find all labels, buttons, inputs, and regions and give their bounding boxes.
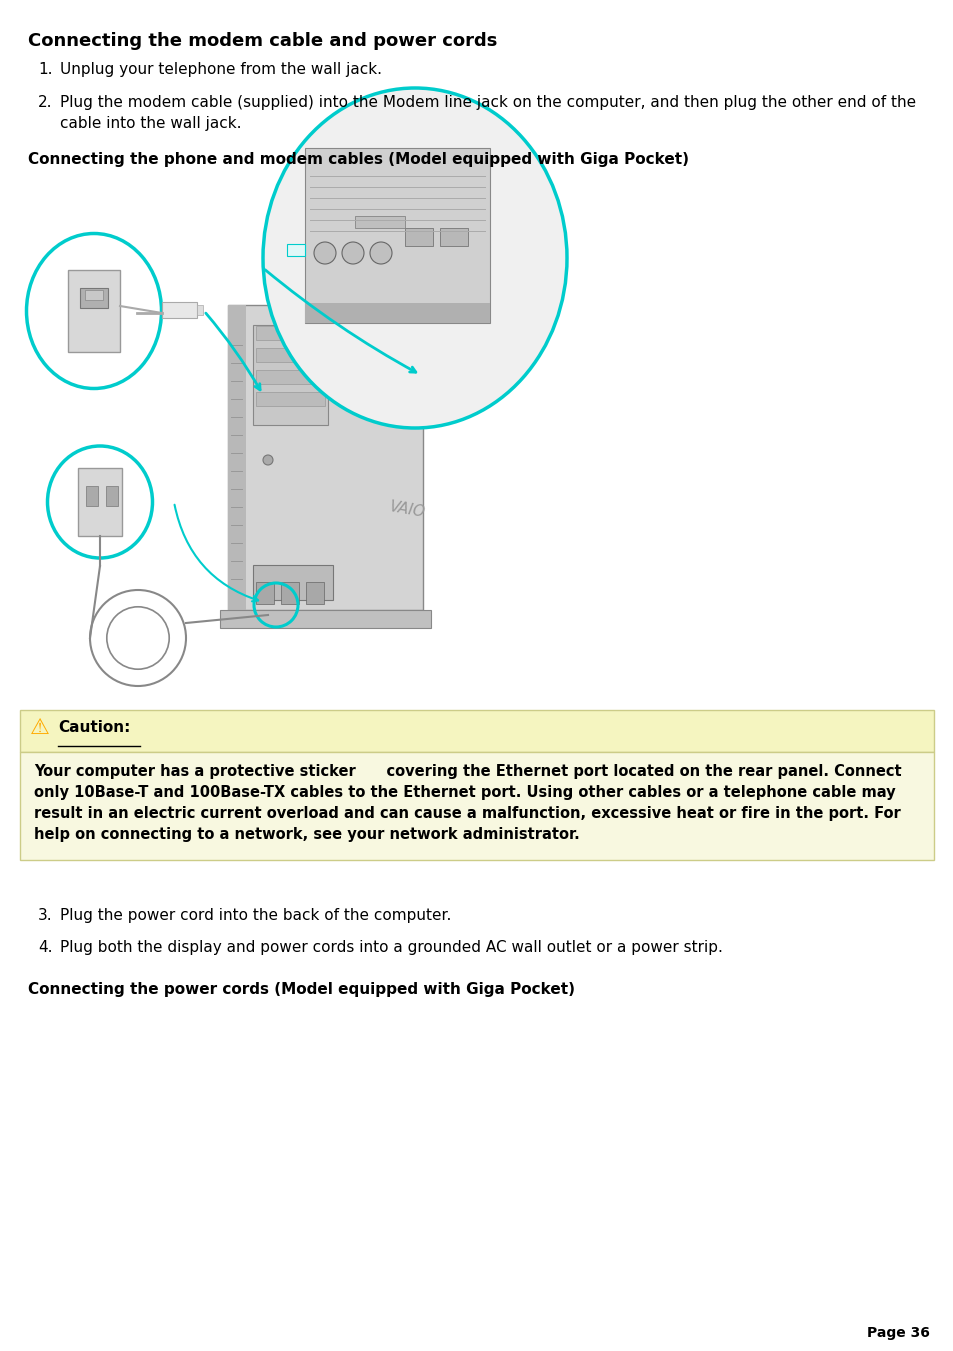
FancyBboxPatch shape [20,753,933,861]
FancyBboxPatch shape [255,326,325,340]
FancyBboxPatch shape [355,216,405,228]
FancyBboxPatch shape [255,370,325,384]
Circle shape [263,455,273,465]
Text: result in an electric current overload and can cause a malfunction, excessive he: result in an electric current overload a… [34,807,900,821]
FancyBboxPatch shape [405,228,433,246]
FancyBboxPatch shape [255,392,325,407]
FancyBboxPatch shape [228,305,246,611]
Text: ⚠: ⚠ [30,717,50,738]
Text: 4.: 4. [38,940,52,955]
Text: 2.: 2. [38,95,52,109]
FancyBboxPatch shape [196,305,203,315]
Text: Unplug your telephone from the wall jack.: Unplug your telephone from the wall jack… [60,62,381,77]
Text: Connecting the power cords (Model equipped with Giga Pocket): Connecting the power cords (Model equipp… [28,982,575,997]
FancyBboxPatch shape [439,228,468,246]
Text: Caution:: Caution: [58,720,131,735]
FancyBboxPatch shape [255,582,274,604]
Text: Your computer has a protective sticker      covering the Ethernet port located o: Your computer has a protective sticker c… [34,765,901,780]
Circle shape [341,242,364,263]
FancyBboxPatch shape [306,582,324,604]
Text: help on connecting to a network, see your network administrator.: help on connecting to a network, see you… [34,827,579,842]
Text: Plug the power cord into the back of the computer.: Plug the power cord into the back of the… [60,908,451,923]
Text: VAIO: VAIO [388,500,426,520]
Text: Plug the modem cable (supplied) into the Modem line jack on the computer, and th: Plug the modem cable (supplied) into the… [60,95,915,109]
Text: 3.: 3. [38,908,52,923]
FancyBboxPatch shape [228,305,422,611]
FancyBboxPatch shape [106,486,118,507]
FancyBboxPatch shape [86,486,98,507]
FancyBboxPatch shape [255,349,325,362]
FancyBboxPatch shape [68,270,120,353]
FancyBboxPatch shape [220,611,431,628]
Circle shape [370,242,392,263]
Text: only 10Base-T and 100Base-TX cables to the Ethernet port. Using other cables or : only 10Base-T and 100Base-TX cables to t… [34,785,895,800]
FancyBboxPatch shape [305,149,490,323]
FancyBboxPatch shape [162,303,196,317]
FancyBboxPatch shape [78,467,122,536]
FancyBboxPatch shape [80,288,108,308]
FancyBboxPatch shape [20,711,933,753]
Text: cable into the wall jack.: cable into the wall jack. [60,116,241,131]
Text: Page 36: Page 36 [866,1325,929,1340]
Text: Plug both the display and power cords into a grounded AC wall outlet or a power : Plug both the display and power cords in… [60,940,722,955]
Text: Connecting the phone and modem cables (Model equipped with Giga Pocket): Connecting the phone and modem cables (M… [28,153,688,168]
FancyBboxPatch shape [281,582,298,604]
FancyBboxPatch shape [85,290,103,300]
Ellipse shape [263,88,566,428]
FancyBboxPatch shape [253,326,328,426]
FancyBboxPatch shape [287,245,305,255]
Text: 1.: 1. [38,62,52,77]
FancyBboxPatch shape [305,303,490,323]
Circle shape [314,242,335,263]
Text: Connecting the modem cable and power cords: Connecting the modem cable and power cor… [28,32,497,50]
FancyBboxPatch shape [253,565,333,600]
